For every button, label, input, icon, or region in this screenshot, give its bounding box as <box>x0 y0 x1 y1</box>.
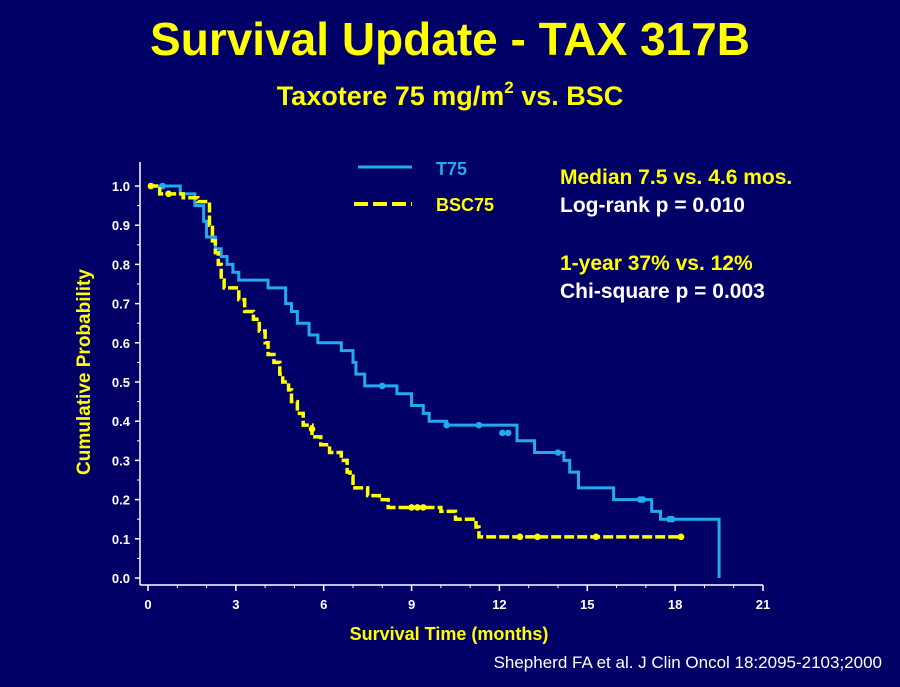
censor-mark-t75 <box>639 496 647 503</box>
subtitle-main: Taxotere 75 mg/m <box>276 81 505 111</box>
censor-mark-t75 <box>668 515 676 523</box>
subtitle-superscript: 2 <box>504 78 514 97</box>
censor-mark-bsc75 <box>534 533 541 541</box>
censor-mark-t75 <box>499 429 506 437</box>
x-tick-label: 6 <box>320 597 327 612</box>
series-line-t75 <box>148 184 721 578</box>
y-tick-label: 0.9 <box>112 218 130 233</box>
censor-mark-t75 <box>504 429 512 437</box>
slide-title: Survival Update - TAX 317B <box>150 13 750 65</box>
censor-mark-bsc75 <box>147 182 155 190</box>
stat-chisquare: Chi-square p = 0.003 <box>560 280 765 303</box>
censor-mark-bsc75 <box>677 533 685 541</box>
censor-mark-bsc75 <box>419 504 427 511</box>
y-tick-label: 0.0 <box>112 571 130 586</box>
censor-mark-bsc75 <box>592 533 600 541</box>
x-tick-label: 15 <box>580 597 594 612</box>
y-tick-label: 1.0 <box>112 179 130 194</box>
y-tick-label: 0.5 <box>112 375 130 390</box>
stat-oneyear: 1-year 37% vs. 12% <box>560 252 753 275</box>
x-tick-label: 0 <box>144 597 151 612</box>
chart-legend: T75 BSC75 <box>354 159 494 215</box>
legend-label-bsc75: BSC75 <box>436 195 494 215</box>
censor-mark-bsc75 <box>516 533 524 541</box>
citation: Shepherd FA et al. J Clin Oncol 18:2095-… <box>493 653 882 672</box>
x-axis-label: Survival Time (months) <box>350 624 549 644</box>
stat-median: Median 7.5 vs. 4.6 mos. <box>560 166 793 189</box>
y-axis-label: Cumulative Probability <box>74 269 95 475</box>
slide-subtitle: Taxotere 75 mg/m2 vs. BSC <box>0 78 900 112</box>
y-tick-label: 0.6 <box>112 336 130 351</box>
censor-mark-t75 <box>378 382 386 390</box>
x-tick-label: 12 <box>492 597 506 612</box>
x-tick-label: 9 <box>408 597 415 612</box>
x-tick-label: 21 <box>756 597 770 612</box>
series-line-bsc75 <box>148 184 681 539</box>
stat-logrank: Log-rank p = 0.010 <box>560 194 745 217</box>
x-tick-label: 3 <box>232 597 239 612</box>
y-tick-label: 0.2 <box>112 493 130 508</box>
censor-mark-t75 <box>443 421 451 429</box>
censor-mark-bsc75 <box>408 504 415 511</box>
chart-series-layer <box>147 182 721 578</box>
censor-mark-t75 <box>475 421 483 429</box>
subtitle-rest: vs. BSC <box>513 81 624 111</box>
censor-mark-bsc75 <box>165 190 172 198</box>
legend-label-t75: T75 <box>436 159 467 179</box>
y-tick-label: 0.1 <box>112 532 130 547</box>
censor-mark-t75 <box>554 449 562 456</box>
x-tick-label: 18 <box>668 597 682 612</box>
y-tick-label: 0.7 <box>112 297 130 312</box>
y-tick-label: 0.8 <box>112 257 130 272</box>
censor-mark-bsc75 <box>414 504 421 511</box>
chart-axes: 0.0 0.1 0.2 0.3 0.4 0.5 0.6 0.7 0.8 0.9 1.0 0 3 6 9 12 1… <box>112 162 770 612</box>
y-tick-label: 0.3 <box>112 453 130 468</box>
censor-mark-bsc75 <box>308 425 316 433</box>
y-tick-label: 0.4 <box>112 414 131 429</box>
